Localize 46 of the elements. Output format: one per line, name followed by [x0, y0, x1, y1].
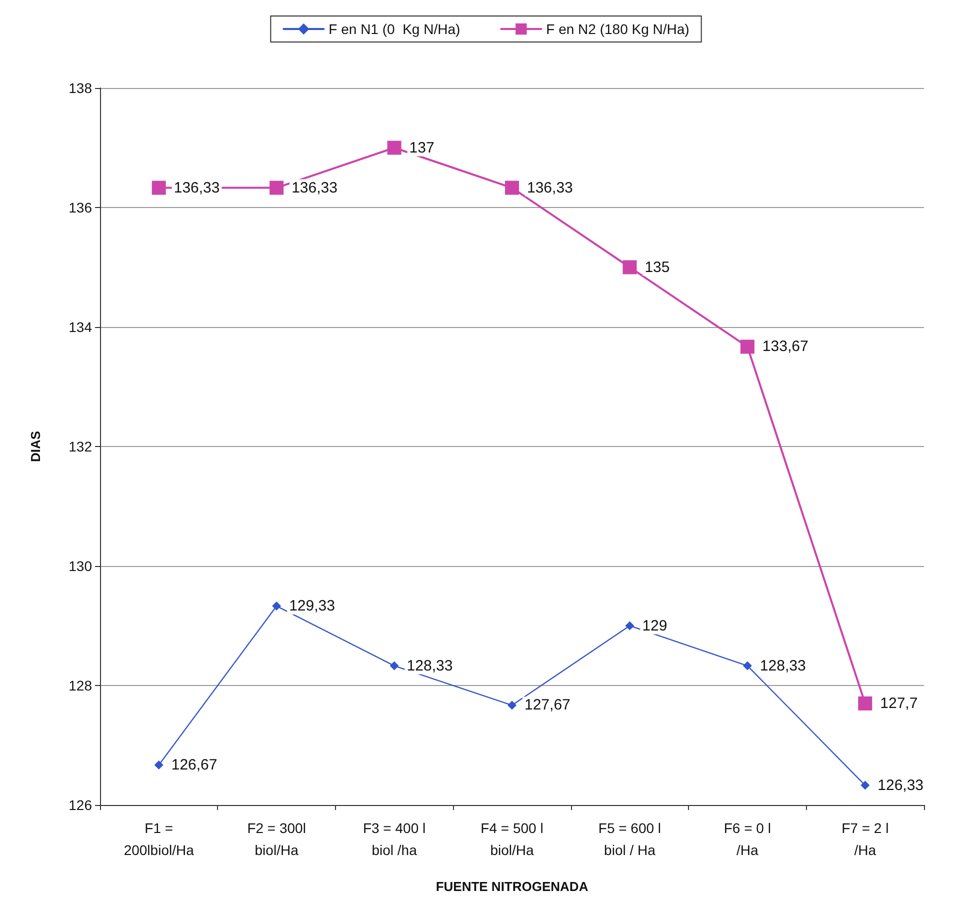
- y-axis-title: DIAS: [28, 430, 43, 462]
- x-tick-label: F1 = 200lbiol/Ha: [124, 820, 194, 858]
- point: [154, 760, 164, 770]
- data-label: 135: [644, 258, 670, 276]
- y-tick-label: 132: [68, 438, 92, 454]
- data-label: 126,33: [878, 776, 924, 794]
- x-tick-label: F6 = 0 l /Ha: [724, 820, 771, 858]
- point: [152, 180, 166, 195]
- data-label: 133,67: [762, 338, 808, 356]
- point: [390, 661, 399, 670]
- data-label: 127,67: [524, 696, 570, 714]
- y-tick-label: 126: [68, 797, 92, 813]
- data-label: 129: [642, 617, 668, 634]
- point: [387, 140, 402, 155]
- point: [622, 260, 637, 274]
- y-tick-label: 128: [68, 678, 92, 694]
- point: [505, 180, 519, 195]
- data-label: 128,33: [760, 657, 806, 674]
- data-label: 136,33: [527, 179, 573, 196]
- data-label: 137: [409, 139, 434, 156]
- point: [742, 661, 752, 670]
- data-label: 136,33: [174, 179, 220, 196]
- x-tick-label: F4 = 500 l biol/Ha: [480, 820, 544, 858]
- point: [858, 696, 872, 710]
- y-tick-label: 134: [68, 319, 92, 335]
- data-label: 128,33: [406, 657, 453, 674]
- point: [272, 602, 282, 611]
- data-label: 126,67: [171, 756, 218, 774]
- legend-label: F en N1 (0 Kg N/Ha): [328, 21, 460, 37]
- data-label: 127,7: [880, 694, 918, 712]
- x-tick-label: F2 = 300l biol/Ha: [247, 820, 306, 858]
- point: [860, 780, 870, 790]
- y-tick-label: 136: [68, 200, 92, 216]
- data-label: 136,33: [292, 179, 338, 196]
- point: [270, 180, 284, 195]
- point: [740, 340, 754, 354]
- data-label: 129,33: [289, 598, 335, 615]
- x-axis-title: FUENTE NITROGENADA: [436, 879, 589, 894]
- legend-label: F en N2 (180 Kg N/Ha): [546, 21, 690, 37]
- x-tick-label: F7 = 2 l /Ha: [842, 820, 889, 858]
- point: [625, 621, 634, 630]
- y-tick-label: 130: [68, 558, 92, 574]
- y-tick-label: 138: [68, 80, 92, 96]
- x-tick-label: F5 = 600 l biol / Ha: [598, 820, 662, 858]
- x-tick-label: F3 = 400 l biol /ha: [362, 820, 426, 858]
- point: [508, 700, 516, 710]
